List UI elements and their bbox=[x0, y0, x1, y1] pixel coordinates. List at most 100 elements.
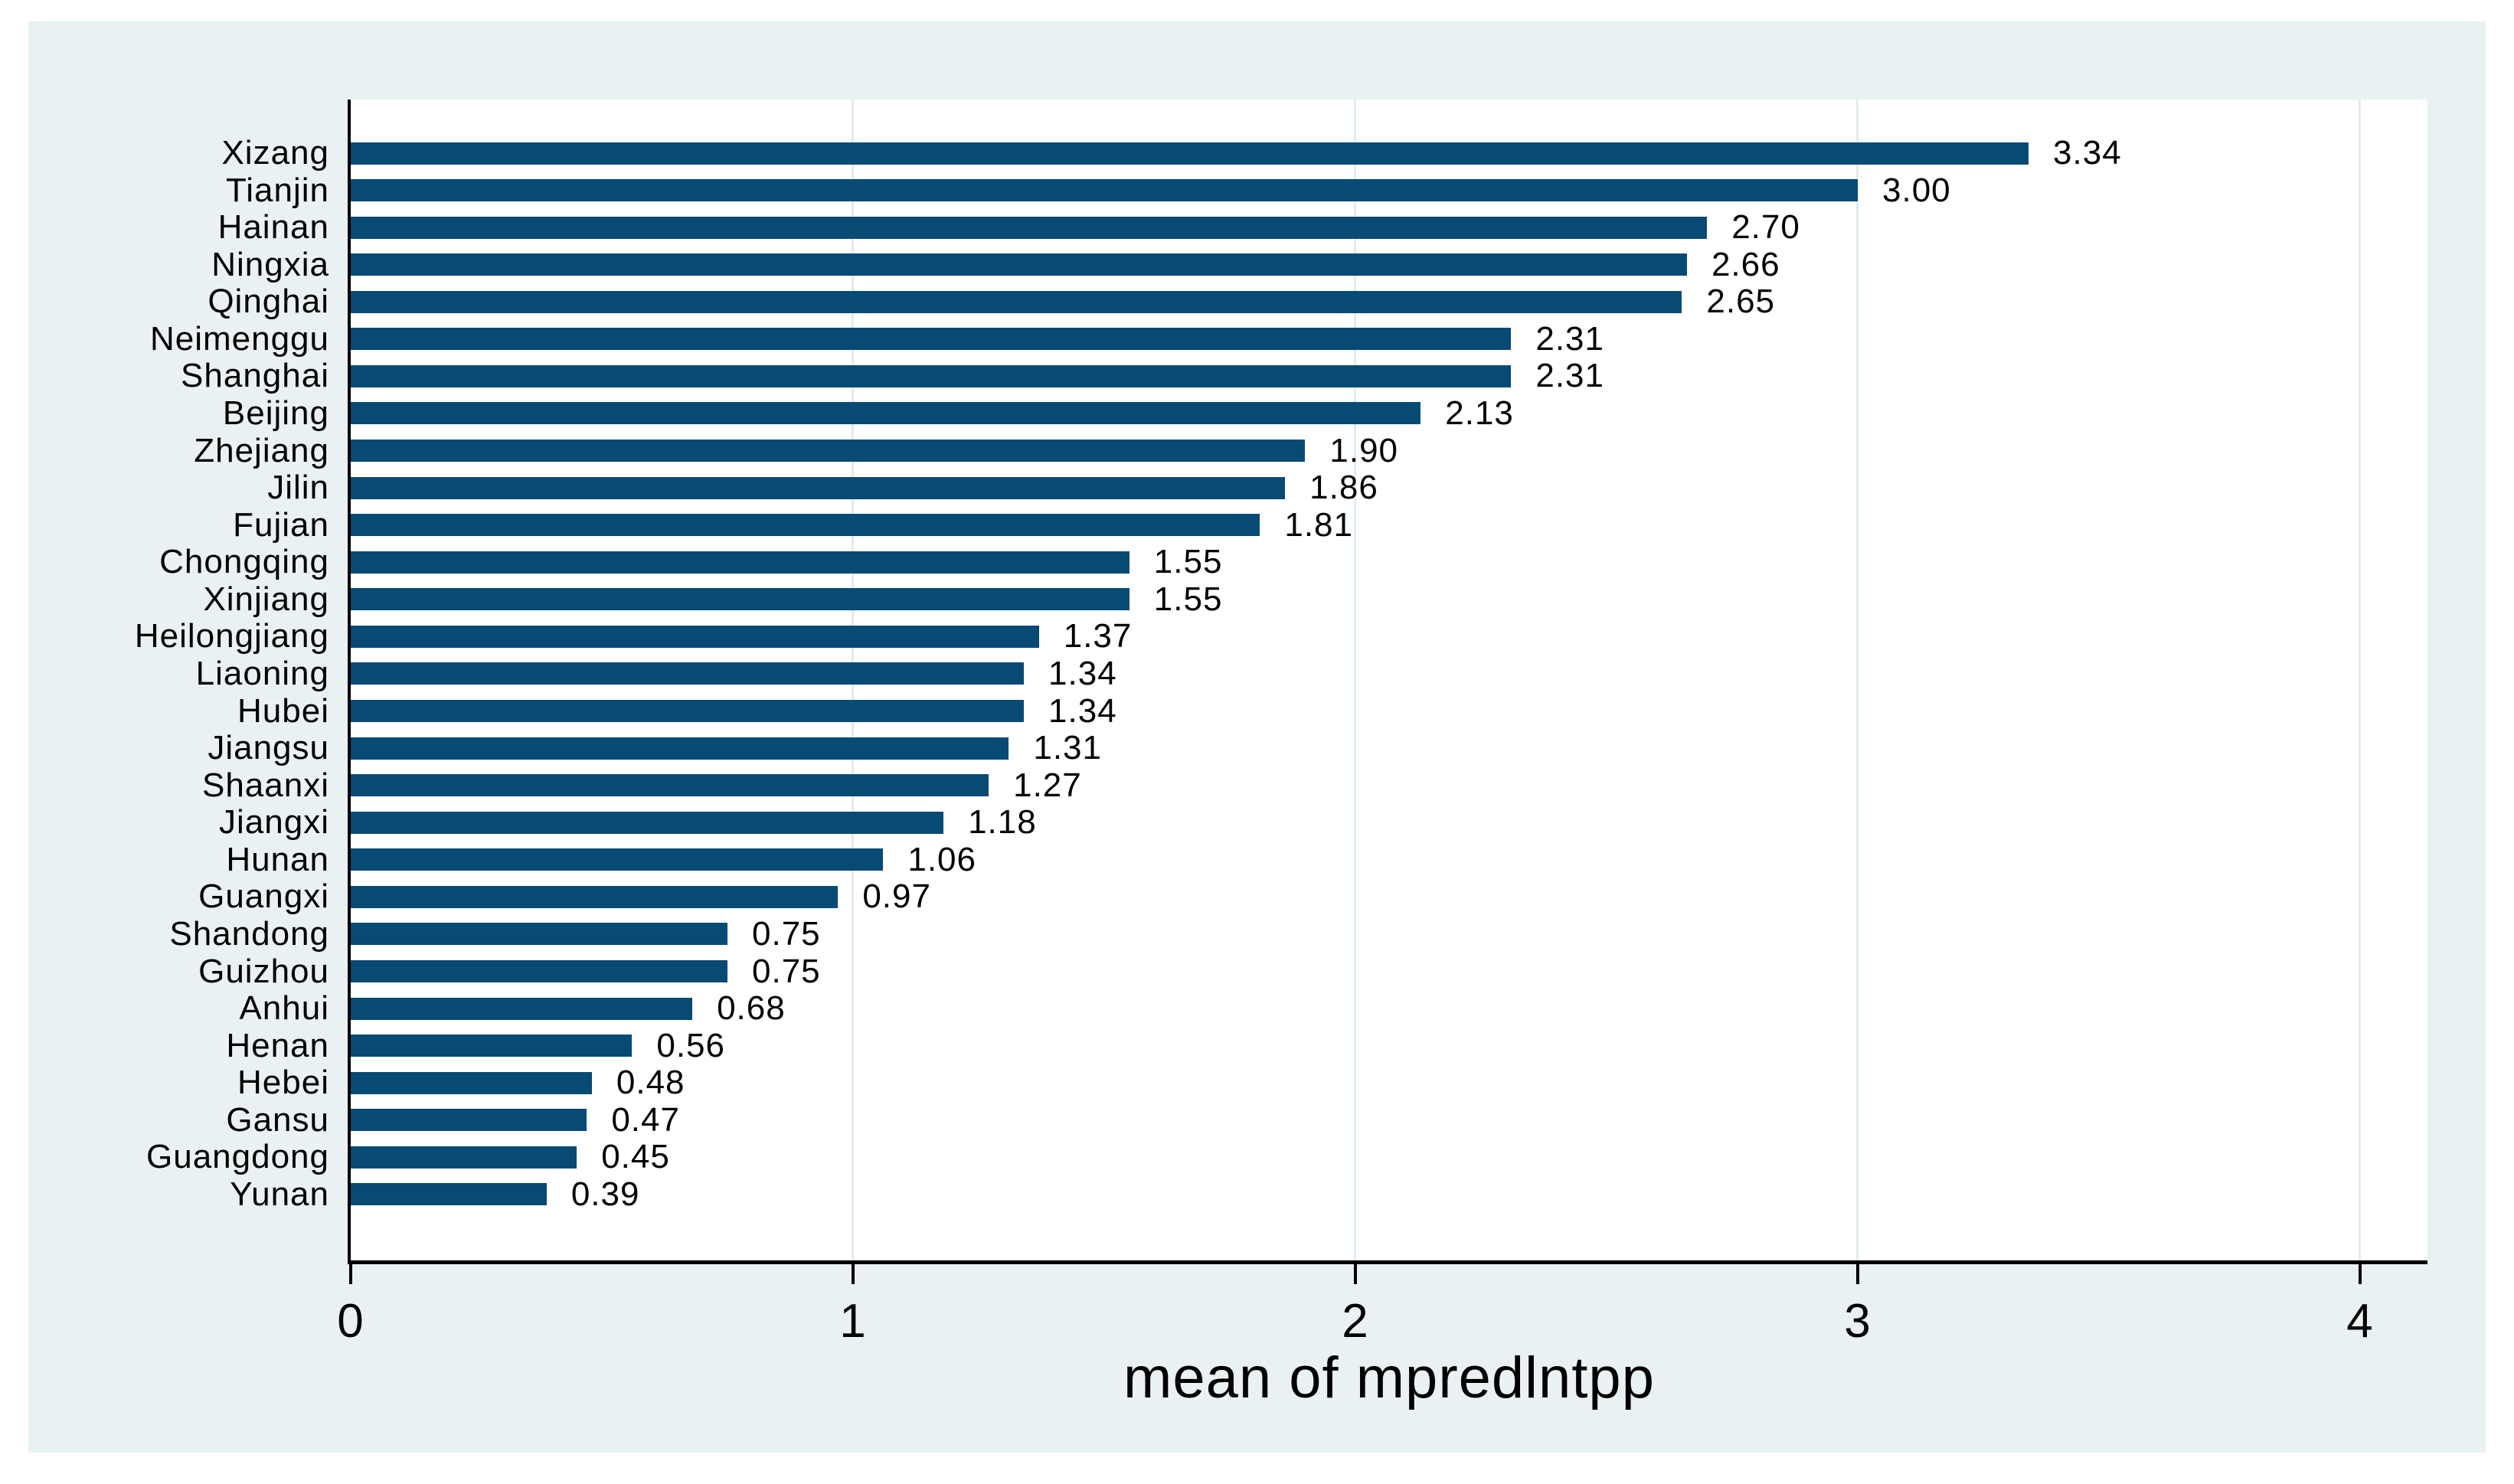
x-axis-tick bbox=[2359, 1264, 2362, 1284]
x-axis-title: mean of mpredlntpp bbox=[1123, 1345, 1655, 1410]
bar bbox=[351, 402, 1421, 425]
bar bbox=[351, 1071, 592, 1094]
category-label: Shandong bbox=[169, 914, 329, 953]
bar bbox=[351, 1035, 633, 1057]
category-label: Jilin bbox=[267, 469, 329, 507]
bar bbox=[351, 885, 839, 908]
x-axis-tick-label: 0 bbox=[337, 1295, 365, 1348]
bar bbox=[351, 1146, 577, 1169]
category-label: Qinghai bbox=[208, 283, 329, 321]
bar bbox=[351, 290, 1682, 313]
bar bbox=[351, 253, 1687, 276]
bar-value-label: 1.06 bbox=[907, 840, 976, 878]
category-label: Xinjiang bbox=[203, 580, 329, 618]
category-label: Xizang bbox=[221, 134, 329, 172]
category-label: Gansu bbox=[226, 1100, 329, 1139]
bar-value-label: 2.65 bbox=[1706, 283, 1776, 321]
bar-value-label: 2.13 bbox=[1445, 394, 1514, 432]
bar-value-label: 1.55 bbox=[1153, 580, 1223, 618]
category-label: Hainan bbox=[217, 208, 329, 247]
chart-panel: 3.34 3.00 2.70 2.66 2.65 2.31 2.31 2.13 1.90 1.86… bbox=[28, 21, 2486, 1453]
bar bbox=[351, 662, 1025, 685]
category-label: Yunan bbox=[230, 1175, 329, 1213]
bar-value-label: 1.18 bbox=[968, 803, 1037, 842]
bar-value-label: 2.31 bbox=[1535, 357, 1604, 395]
bar bbox=[351, 625, 1039, 648]
bar-value-label: 1.27 bbox=[1013, 766, 1082, 804]
bar bbox=[351, 811, 944, 834]
bar bbox=[351, 551, 1130, 574]
bar bbox=[351, 774, 989, 797]
category-label: Guizhou bbox=[198, 952, 329, 990]
category-label: Hubei bbox=[237, 691, 329, 730]
bar-value-label: 3.34 bbox=[2053, 134, 2122, 172]
bar-value-label: 2.31 bbox=[1535, 319, 1604, 358]
bar bbox=[351, 179, 1858, 202]
bar bbox=[351, 364, 1512, 387]
bar bbox=[351, 142, 2029, 165]
category-label: Beijing bbox=[222, 394, 329, 432]
category-label: Tianjin bbox=[226, 171, 329, 209]
x-gridline bbox=[1856, 100, 1859, 1260]
bar-value-label: 0.97 bbox=[862, 878, 931, 916]
bar bbox=[351, 440, 1306, 463]
bar-value-label: 1.86 bbox=[1309, 469, 1378, 507]
bar-value-label: 2.70 bbox=[1731, 208, 1800, 247]
category-label: Anhui bbox=[239, 989, 329, 1028]
x-axis-tick-label: 3 bbox=[1844, 1295, 1872, 1348]
category-label: Shanghai bbox=[181, 357, 329, 395]
bar-value-label: 1.55 bbox=[1153, 543, 1223, 581]
category-label: Guangxi bbox=[198, 878, 329, 916]
bar bbox=[351, 997, 693, 1020]
bar bbox=[351, 737, 1009, 760]
bar-value-label: 1.81 bbox=[1284, 505, 1353, 544]
category-label: Henan bbox=[226, 1026, 329, 1064]
category-label: Neimenggu bbox=[149, 319, 329, 358]
x-axis-tick bbox=[1354, 1264, 1357, 1284]
x-gridline bbox=[1354, 100, 1356, 1260]
bar bbox=[351, 476, 1286, 499]
bar bbox=[351, 514, 1260, 537]
bar bbox=[351, 960, 727, 983]
category-label: Jiangxi bbox=[219, 803, 329, 842]
bar-value-label: 1.34 bbox=[1048, 654, 1117, 692]
bar bbox=[351, 216, 1708, 239]
x-axis-tick bbox=[1856, 1264, 1859, 1284]
x-gridline bbox=[2359, 100, 2361, 1260]
x-axis-tick-label: 1 bbox=[839, 1295, 867, 1348]
bar-value-label: 1.31 bbox=[1033, 729, 1102, 767]
bar-value-label: 3.00 bbox=[1882, 171, 1951, 209]
bar bbox=[351, 328, 1512, 351]
category-label: Fujian bbox=[233, 505, 329, 544]
bar-value-label: 0.56 bbox=[656, 1026, 725, 1064]
bar bbox=[351, 700, 1025, 723]
bar-value-label: 0.39 bbox=[570, 1175, 640, 1213]
bar-value-label: 0.45 bbox=[601, 1138, 670, 1176]
x-axis-tick-label: 2 bbox=[1342, 1295, 1369, 1348]
x-axis-tick bbox=[852, 1264, 855, 1284]
category-label: Guangdong bbox=[146, 1138, 329, 1176]
category-label: Heilongjiang bbox=[134, 617, 329, 655]
category-label: Ningxia bbox=[211, 245, 329, 283]
category-label: Hunan bbox=[226, 840, 329, 878]
category-label: Shaanxi bbox=[201, 766, 329, 804]
bar-value-label: 0.47 bbox=[611, 1100, 680, 1139]
category-label: Chongqing bbox=[159, 543, 329, 581]
bar-value-label: 0.68 bbox=[717, 989, 786, 1028]
bar bbox=[351, 848, 884, 871]
bar-value-label: 1.90 bbox=[1329, 431, 1399, 469]
category-label: Hebei bbox=[237, 1064, 329, 1102]
bar-value-label: 2.66 bbox=[1711, 245, 1780, 283]
category-label: Jiangsu bbox=[208, 729, 329, 767]
x-axis-tick bbox=[349, 1264, 352, 1284]
x-axis-tick-label: 4 bbox=[2346, 1295, 2374, 1348]
bar-value-label: 0.48 bbox=[616, 1064, 685, 1102]
plot-area: 3.34 3.00 2.70 2.66 2.65 2.31 2.31 2.13 1.90 1.86… bbox=[348, 100, 2427, 1264]
bar bbox=[351, 923, 727, 946]
bar bbox=[351, 1109, 587, 1132]
bar-value-label: 0.75 bbox=[752, 914, 821, 953]
bar-value-label: 0.75 bbox=[752, 952, 821, 990]
bar bbox=[351, 1183, 547, 1206]
category-label: Liaoning bbox=[195, 654, 329, 692]
